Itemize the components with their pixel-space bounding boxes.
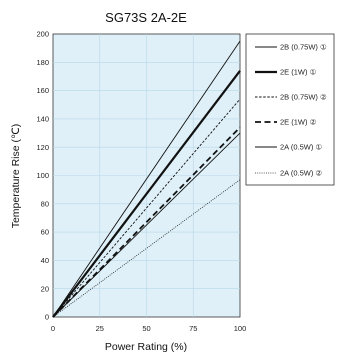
- series-line-2: [52, 70, 241, 318]
- y-tick-label: 140: [36, 115, 49, 124]
- x-tick-label: 0: [51, 324, 55, 333]
- x-tick-label: 50: [142, 324, 150, 333]
- series-line-5: [52, 132, 241, 318]
- y-tick-labels: 0 20 40 60 80 100 120 140 160 180 200: [36, 30, 49, 322]
- x-axis-label: Power Rating (%): [105, 341, 187, 353]
- legend-label-1: 2B (0.75W) ①: [280, 43, 327, 52]
- y-tick-label: 160: [36, 86, 49, 95]
- legend-box: [245, 33, 335, 186]
- legend-label-4: 2E (1W) ②: [280, 118, 317, 127]
- chart-title: SG73S 2A-2E: [105, 10, 187, 25]
- x-tick-label: 75: [189, 324, 197, 333]
- y-tick-label: 0: [45, 313, 49, 322]
- legend-label-5: 2A (0.5W) ①: [280, 143, 322, 152]
- legend-label-6: 2A (0.5W) ②: [280, 169, 322, 178]
- series-lines: [52, 40, 241, 318]
- y-tick-label: 200: [36, 30, 49, 39]
- y-tick-label: 40: [41, 256, 49, 265]
- legend-label-3: 2B (0.75W) ②: [280, 93, 327, 102]
- y-tick-label: 80: [41, 199, 49, 208]
- y-tick-label: 120: [36, 143, 49, 152]
- y-tick-label: 60: [41, 228, 49, 237]
- legend-label-2: 2E (1W) ①: [280, 68, 317, 77]
- series-line-3: [52, 98, 241, 318]
- y-tick-label: 20: [41, 284, 49, 293]
- series-line-4: [52, 126, 241, 318]
- grid: [53, 34, 240, 317]
- y-tick-label: 100: [36, 171, 49, 180]
- legend: 2B (0.75W) ① 2E (1W) ① 2B (0.75W) ② 2E (1W)…: [255, 43, 327, 178]
- series-line-1: [52, 40, 241, 318]
- x-tick-label: 100: [234, 324, 247, 333]
- y-tick-label: 180: [36, 58, 49, 67]
- x-tick-labels: 0 25 50 75 100: [51, 324, 246, 333]
- y-axis-label: Temperature Rise (℃): [10, 124, 22, 229]
- x-tick-label: 25: [96, 324, 104, 333]
